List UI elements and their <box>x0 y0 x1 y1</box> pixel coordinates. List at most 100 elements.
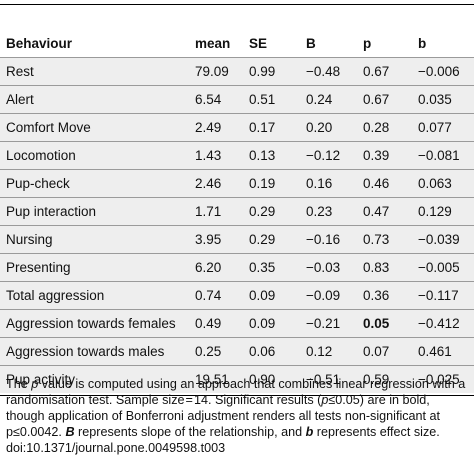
table-row: Locomotion 1.43 0.13 −0.12 0.39 −0.081 <box>0 141 474 169</box>
cell-se: 0.09 <box>249 316 276 331</box>
cell-slope: −0.48 <box>306 64 341 79</box>
cell-mean: 0.25 <box>195 344 222 359</box>
footnote-part: represents effect size. <box>313 425 440 439</box>
cell-mean: 2.46 <box>195 176 222 191</box>
cell-se: 0.99 <box>249 64 276 79</box>
cell-behaviour: Aggression towards males <box>6 344 165 359</box>
table-row: Pup-check 2.46 0.19 0.16 0.46 0.063 <box>0 169 474 197</box>
footnote-b-symbol: b <box>305 425 314 439</box>
cell-p: 0.46 <box>363 176 390 191</box>
table-body: Rest 79.09 0.99 −0.48 0.67 −0.006 Alert 6.54 0.5… <box>0 57 474 393</box>
footnote-p-symbol: p <box>321 393 329 407</box>
table-header-row: Behaviour mean SE B p b <box>0 30 474 57</box>
cell-se: 0.35 <box>249 260 276 275</box>
cell-effect-size: 0.035 <box>418 92 452 107</box>
cell-slope: −0.21 <box>306 316 341 331</box>
cell-p: 0.83 <box>363 260 390 275</box>
cell-behaviour: Alert <box>6 92 34 107</box>
cell-p: 0.67 <box>363 92 390 107</box>
footnote-B-symbol: B <box>65 425 75 439</box>
cell-p: 0.73 <box>363 232 390 247</box>
header-effect-size: b <box>418 36 427 51</box>
cell-behaviour: Nursing <box>6 232 53 247</box>
cell-behaviour: Presenting <box>6 260 71 275</box>
cell-mean: 3.95 <box>195 232 222 247</box>
table-row: Aggression towards males 0.25 0.06 0.12 0.07… <box>0 337 474 365</box>
cell-mean: 0.74 <box>195 288 222 303</box>
table-row: Pup activity 19.51 0.90 −0.51 0.59 −0.025 <box>0 365 474 393</box>
cell-effect-size: 0.461 <box>418 344 452 359</box>
cell-slope: 0.20 <box>306 120 333 135</box>
cell-slope: −0.09 <box>306 288 341 303</box>
cell-behaviour: Aggression towards females <box>6 316 176 331</box>
cell-slope: −0.03 <box>306 260 341 275</box>
cell-effect-size: −0.025 <box>418 372 460 387</box>
cell-p: 0.36 <box>363 288 390 303</box>
cell-slope: 0.16 <box>306 176 333 191</box>
cell-behaviour: Total aggression <box>6 288 105 303</box>
cell-mean: 19.51 <box>195 372 229 387</box>
cell-slope: −0.12 <box>306 148 341 163</box>
table-row: Alert 6.54 0.51 0.24 0.67 0.035 <box>0 85 474 113</box>
cell-effect-size: −0.081 <box>418 148 460 163</box>
cell-slope: −0.51 <box>306 372 341 387</box>
header-slope: B <box>306 36 316 51</box>
table-row: Total aggression 0.74 0.09 −0.09 0.36 −0.117 <box>0 281 474 309</box>
table-row: Pup interaction 1.71 0.29 0.23 0.47 0.129 <box>0 197 474 225</box>
cell-p: 0.59 <box>363 372 390 387</box>
header-p: p <box>363 36 372 51</box>
cell-se: 0.13 <box>249 148 276 163</box>
cell-mean: 2.49 <box>195 120 222 135</box>
cell-effect-size: −0.412 <box>418 316 460 331</box>
cell-mean: 1.71 <box>195 204 222 219</box>
cell-effect-size: 0.063 <box>418 176 452 191</box>
cell-se: 0.90 <box>249 372 276 387</box>
cell-se: 0.06 <box>249 344 276 359</box>
table-row: Presenting 6.20 0.35 −0.03 0.83 −0.005 <box>0 253 474 281</box>
cell-mean: 0.49 <box>195 316 222 331</box>
cell-se: 0.09 <box>249 288 276 303</box>
cell-mean: 1.43 <box>195 148 222 163</box>
cell-slope: 0.24 <box>306 92 333 107</box>
footnote-part: value is computed using an approach that… <box>6 377 466 407</box>
cell-behaviour: Pup-check <box>6 176 70 191</box>
footnote-p-symbol: p <box>31 377 39 391</box>
doi-text: doi:10.1371/journal.pone.0049598.t003 <box>6 441 226 455</box>
bottom-rule <box>0 395 474 396</box>
cell-se: 0.19 <box>249 176 276 191</box>
cell-p: 0.05 <box>363 316 390 331</box>
cell-effect-size: −0.005 <box>418 260 460 275</box>
cell-p: 0.28 <box>363 120 390 135</box>
header-mean: mean <box>195 36 231 51</box>
footnote-part: ≤0.05) are in bold, though application o… <box>6 393 441 439</box>
header-behaviour: Behaviour <box>6 36 73 51</box>
cell-behaviour: Comfort Move <box>6 120 91 135</box>
cell-mean: 79.09 <box>195 64 229 79</box>
cell-slope: −0.16 <box>306 232 341 247</box>
table-footnote: The p value is computed using an approac… <box>6 376 468 456</box>
cell-mean: 6.20 <box>195 260 222 275</box>
footnote-text: The p value is computed using an approac… <box>6 376 468 440</box>
cell-effect-size: −0.039 <box>418 232 460 247</box>
table-row: Aggression towards females 0.49 0.09 −0.21 0… <box>0 309 474 337</box>
table-row: Comfort Move 2.49 0.17 0.20 0.28 0.077 <box>0 113 474 141</box>
cell-behaviour: Locomotion <box>6 148 76 163</box>
cell-p: 0.47 <box>363 204 390 219</box>
cell-effect-size: −0.006 <box>418 64 460 79</box>
header-se: SE <box>249 36 268 51</box>
cell-se: 0.17 <box>249 120 276 135</box>
cell-p: 0.39 <box>363 148 390 163</box>
cell-behaviour: Rest <box>6 64 34 79</box>
cell-p: 0.67 <box>363 64 390 79</box>
cell-p: 0.07 <box>363 344 390 359</box>
cell-slope: 0.12 <box>306 344 333 359</box>
top-rule <box>0 4 474 5</box>
cell-se: 0.29 <box>249 232 276 247</box>
cell-mean: 6.54 <box>195 92 222 107</box>
cell-effect-size: 0.129 <box>418 204 452 219</box>
footnote-part: represents slope of the relationship, an… <box>74 425 306 439</box>
cell-slope: 0.23 <box>306 204 333 219</box>
cell-se: 0.29 <box>249 204 276 219</box>
cell-behaviour: Pup interaction <box>6 204 97 219</box>
